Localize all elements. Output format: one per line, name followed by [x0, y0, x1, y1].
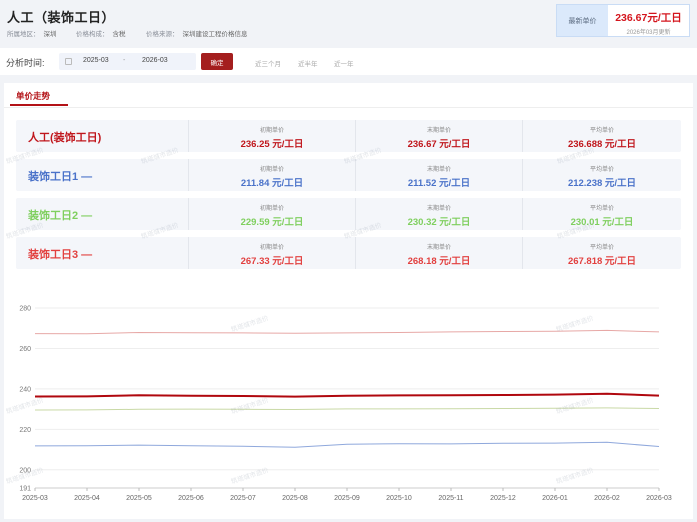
- analysis-time-label: 分析时间:: [6, 58, 45, 68]
- price-card-start-label: 初期单价: [259, 206, 284, 212]
- price-card-end-label: 末期单价: [426, 128, 451, 134]
- chart-svg: 191 200 220 240 260 280 2025-03 2025-04 2025-05 2…: [19, 306, 672, 503]
- x-tick-label: 2026-02: [594, 495, 620, 502]
- price-card-start: 初期单价 211.84 元/工日: [188, 159, 355, 191]
- x-tick-label: 2025-11: [438, 495, 463, 502]
- price-trend-chart: 191 200 220 240 260 280 2025-03 2025-04 2025-05 2…: [0, 295, 697, 522]
- series-line: [34, 329, 660, 335]
- price-card-start: 初期单价 236.25 元/工日: [188, 120, 355, 152]
- price-card-end: 末期单价 211.52 元/工日: [355, 159, 522, 191]
- price-card-name: 人工(装饰工日): [28, 132, 102, 144]
- price-card-end: 末期单价 236.67 元/工日: [355, 120, 522, 152]
- region-meta: 所属地区： 深圳: [7, 31, 57, 38]
- price-card-end-value: 236.67 元/工日: [407, 139, 471, 150]
- price-card-avg: 平均单价 236.688 元/工日: [522, 120, 681, 152]
- price-card-avg-value: 267.818 元/工日: [567, 256, 637, 267]
- series-line: [34, 441, 660, 448]
- price-card-end-label: 末期单价: [426, 245, 451, 251]
- x-tick-label: 2025-08: [282, 495, 308, 502]
- x-tick-label: 2026-01: [542, 495, 568, 502]
- latest-price-updated: 2026年03月更新: [626, 30, 671, 36]
- price-card-end-value: 230.32 元/工日: [407, 217, 471, 228]
- date-separator: -: [123, 57, 126, 64]
- y-tick-label: 200: [19, 467, 31, 474]
- price-card-avg-label: 平均单价: [589, 128, 614, 134]
- x-tick-label: 2025-05: [126, 495, 152, 502]
- x-tick-label: 2025-07: [230, 495, 256, 502]
- price-card-start: 初期单价 267.33 元/工日: [188, 237, 355, 269]
- latest-price-value: 236.67元/工日: [615, 12, 682, 24]
- price-card: 装饰工日3 — 初期单价 267.33 元/工日 末期单价 268.18 元/工日 平均单…: [16, 237, 681, 269]
- date-range-picker[interactable]: 2025-03 - 2026-03: [59, 53, 196, 70]
- price-card-avg-value: 230.01 元/工日: [570, 217, 634, 228]
- x-tick-label: 2025-04: [74, 495, 100, 502]
- price-card: 装饰工日1 — 初期单价 211.84 元/工日 末期单价 211.52 元/工日 平均单…: [16, 159, 681, 191]
- price-card-end-value: 211.52 元/工日: [407, 178, 471, 189]
- price-card-avg-value: 236.688 元/工日: [567, 139, 637, 150]
- latest-price-label: 最新单价: [557, 5, 608, 36]
- price-card-avg-label: 平均单价: [589, 206, 614, 212]
- x-tick-label: 2026-03: [646, 495, 672, 502]
- x-tick-label: 2025-12: [490, 495, 516, 502]
- start-date[interactable]: 2025-03: [83, 57, 109, 64]
- latest-price-box: 最新单价 236.67元/工日 2026年03月更新: [556, 4, 690, 37]
- tab-active-indicator: [10, 104, 68, 106]
- y-tick-label: 280: [19, 306, 31, 313]
- price-composition-meta: 价格构成： 含税: [76, 31, 126, 38]
- quick-half-year[interactable]: 近半年: [298, 61, 318, 68]
- y-tick-label: 220: [19, 427, 31, 434]
- price-card-start-value: 211.84 元/工日: [240, 178, 304, 189]
- price-card-start: 初期单价 229.59 元/工日: [188, 198, 355, 230]
- price-card-avg-label: 平均单价: [589, 167, 614, 173]
- x-tick-label: 2025-09: [334, 495, 360, 502]
- y-tick-label: 240: [19, 386, 31, 393]
- tab-bar: 单价走势: [4, 83, 693, 108]
- confirm-button[interactable]: 确定: [201, 53, 233, 70]
- price-card-name: 装饰工日2 —: [28, 210, 93, 222]
- price-card-avg: 平均单价 267.818 元/工日: [522, 237, 681, 269]
- price-card: 人工(装饰工日) 初期单价 236.25 元/工日 末期单价 236.67 元/工日 平均…: [16, 120, 681, 152]
- price-card-end-label: 末期单价: [426, 206, 451, 212]
- price-card-end-label: 末期单价: [426, 167, 451, 173]
- series-line: [34, 407, 660, 411]
- price-card-avg-value: 212.238 元/工日: [567, 178, 637, 189]
- price-card-name: 装饰工日3 —: [28, 249, 93, 261]
- quick-three-months[interactable]: 近三个月: [255, 61, 281, 68]
- price-card-end: 末期单价 230.32 元/工日: [355, 198, 522, 230]
- price-card-start-label: 初期单价: [259, 128, 284, 134]
- page-title: 人工（装饰工日）: [7, 10, 116, 25]
- y-tick-label: 191: [19, 486, 31, 493]
- price-card-avg-label: 平均单价: [589, 245, 614, 251]
- page-header: 人工（装饰工日） 所属地区： 深圳 价格构成： 含税 价格来源： 深圳建设工程价格信息…: [0, 0, 697, 44]
- price-card-start-value: 267.33 元/工日: [240, 256, 304, 267]
- y-tick-label: 260: [19, 346, 31, 353]
- x-tick-label: 2025-10: [386, 495, 412, 502]
- calendar-icon: [65, 58, 72, 65]
- series-line: [34, 392, 660, 398]
- main-panel: 单价走势 人工(装饰工日) 初期单价 236.25 元/工日 末期单价 236.67 元…: [4, 83, 693, 519]
- price-source-meta: 价格来源： 深圳建设工程价格信息: [146, 31, 248, 38]
- x-tick-label: 2025-06: [178, 495, 204, 502]
- price-card-name: 装饰工日1 —: [28, 171, 93, 183]
- price-card-avg: 平均单价 230.01 元/工日: [522, 198, 681, 230]
- price-card-start-value: 229.59 元/工日: [240, 217, 304, 228]
- end-date[interactable]: 2026-03: [142, 57, 168, 64]
- price-card-end-value: 268.18 元/工日: [407, 256, 471, 267]
- tab-price-trend[interactable]: 单价走势: [16, 91, 51, 101]
- price-card-start-label: 初期单价: [259, 167, 284, 173]
- price-card-end: 末期单价 268.18 元/工日: [355, 237, 522, 269]
- price-card-start-value: 236.25 元/工日: [240, 139, 304, 150]
- price-card: 装饰工日2 — 初期单价 229.59 元/工日 末期单价 230.32 元/工日 平均单…: [16, 198, 681, 230]
- quick-one-year[interactable]: 近一年: [334, 61, 354, 68]
- x-tick-label: 2025-03: [22, 495, 48, 502]
- filter-bar: 分析时间: 2025-03 - 2026-03 确定 近三个月 近半年 近一年: [0, 48, 697, 75]
- price-card-avg: 平均单价 212.238 元/工日: [522, 159, 681, 191]
- price-card-start-label: 初期单价: [259, 245, 284, 251]
